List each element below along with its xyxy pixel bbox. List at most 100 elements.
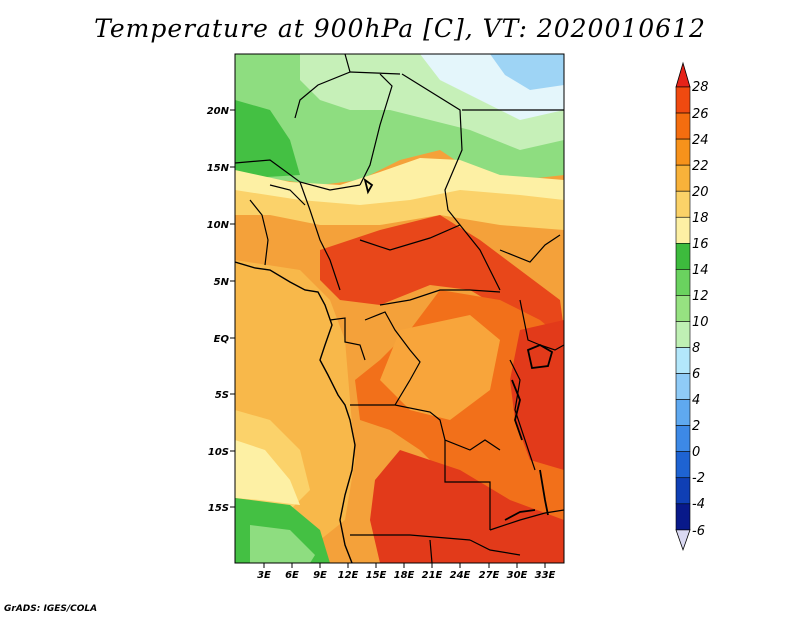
lat-label-20n: 20N bbox=[207, 106, 230, 117]
lat-label-10n: 10N bbox=[207, 220, 230, 231]
colorbar-label: -2 bbox=[692, 471, 705, 486]
lon-axis: 3E 6E 9E 12E 15E 18E 21E 24E 27E 30E 33E bbox=[257, 563, 556, 581]
colorbar-label: 12 bbox=[692, 289, 709, 304]
map-title: Temperature at 900hPa [C], VT: 202001061… bbox=[94, 14, 706, 43]
colorbar-label: 0 bbox=[692, 445, 700, 460]
lon-label-15e: 15E bbox=[366, 570, 387, 581]
colorbar-segment bbox=[675, 112, 691, 140]
lat-label-10s: 10S bbox=[208, 447, 229, 458]
colorbar-label: 28 bbox=[692, 80, 709, 95]
colorbar-label: 22 bbox=[692, 159, 709, 174]
map-frame bbox=[234, 53, 565, 564]
colorbar-labels: 28 26 24 22 20 18 16 14 12 10 8 6 4 2 0 … bbox=[692, 80, 709, 539]
colorbar-top-arrow bbox=[675, 61, 691, 88]
lat-axis: 20N 15N 10N 5N EQ 5S 10S 15S bbox=[207, 106, 235, 514]
colorbar-segment bbox=[675, 190, 691, 218]
lon-label-3e: 3E bbox=[257, 570, 271, 581]
border-nigeria-east bbox=[299, 181, 341, 291]
border-libya-north bbox=[349, 71, 401, 75]
colorbar-label: 26 bbox=[692, 107, 709, 122]
border-lake-east bbox=[509, 359, 536, 471]
colorbar-label: 20 bbox=[692, 185, 709, 200]
colorbar-segment bbox=[675, 86, 691, 114]
lake-chad bbox=[363, 177, 374, 195]
field-southwest-lightgreen bbox=[250, 525, 315, 563]
coastline bbox=[235, 261, 356, 563]
field-southeast-red bbox=[370, 450, 564, 563]
colorbar-segment bbox=[675, 138, 691, 166]
lon-label-21e: 21E bbox=[422, 570, 443, 581]
field-congo-amber bbox=[380, 315, 500, 420]
field-west-green bbox=[235, 100, 300, 178]
colorbar-segment bbox=[675, 295, 691, 322]
field-sahel-yellow bbox=[235, 190, 564, 230]
colorbar-label: 8 bbox=[692, 341, 700, 356]
border-zambia-south bbox=[489, 509, 564, 531]
coastline-west bbox=[235, 261, 356, 563]
lon-label-18e: 18E bbox=[394, 570, 415, 581]
lon-label-33e: 33E bbox=[535, 570, 556, 581]
colorbar-segments bbox=[675, 61, 691, 552]
colorbar-label: 18 bbox=[692, 211, 709, 226]
lakes bbox=[363, 177, 554, 521]
lake-malawi bbox=[539, 469, 549, 516]
border-namibia bbox=[350, 534, 471, 541]
colorbar-label: 24 bbox=[692, 133, 709, 148]
lon-label-9e: 9E bbox=[313, 570, 327, 581]
field-central-red bbox=[320, 215, 564, 330]
lat-label-15n: 15N bbox=[207, 163, 230, 174]
colorbar-segment bbox=[675, 425, 691, 452]
grads-credit: GrADS: IGES/COLA bbox=[4, 604, 98, 614]
lat-label-5s: 5S bbox=[215, 390, 229, 401]
colorbar-label: 14 bbox=[692, 263, 709, 278]
colorbar-label: 10 bbox=[692, 315, 709, 330]
country-borders bbox=[235, 54, 564, 563]
colorbar-segment bbox=[675, 477, 691, 505]
lake-victoria bbox=[526, 343, 554, 369]
lon-label-12e: 12E bbox=[338, 570, 359, 581]
border-car bbox=[359, 224, 501, 291]
colorbar-segment bbox=[675, 451, 691, 479]
lat-label-eq: EQ bbox=[214, 334, 230, 345]
border-chad-sudan bbox=[401, 73, 463, 226]
colorbar-segment bbox=[675, 347, 691, 374]
lon-label-27e: 27E bbox=[479, 570, 500, 581]
lake-kariba bbox=[504, 509, 536, 521]
colorbar-segment bbox=[675, 373, 691, 400]
colorbar-label: 6 bbox=[692, 367, 700, 382]
colorbar-segment bbox=[675, 164, 691, 192]
field-southwest-cream bbox=[235, 440, 300, 505]
colorbar-label: 16 bbox=[692, 237, 709, 252]
border-niger-chad bbox=[359, 73, 393, 186]
border-west-africa bbox=[249, 199, 269, 266]
temperature-field bbox=[235, 54, 564, 563]
border-angola-drc bbox=[350, 404, 501, 451]
border-car-south bbox=[379, 289, 501, 306]
colorbar-segment bbox=[675, 243, 691, 270]
colorbar-segment bbox=[675, 216, 691, 244]
lat-label-15s: 15S bbox=[208, 503, 229, 514]
field-north-blue bbox=[490, 54, 564, 90]
colorbar-segment bbox=[675, 399, 691, 426]
lon-label-30e: 30E bbox=[507, 570, 528, 581]
colorbar-label: 2 bbox=[692, 419, 700, 434]
colorbar-segment bbox=[675, 503, 691, 531]
colorbar: 28 26 24 22 20 18 16 14 12 10 8 6 4 2 0 … bbox=[675, 61, 709, 552]
border-southeast bbox=[469, 539, 521, 556]
lon-label-6e: 6E bbox=[285, 570, 299, 581]
colorbar-label: 4 bbox=[692, 393, 700, 408]
colorbar-label: -6 bbox=[692, 524, 705, 539]
border-south-sudan bbox=[499, 234, 561, 263]
colorbar-label: -4 bbox=[692, 497, 705, 512]
lake-tanganyika bbox=[511, 379, 523, 441]
lat-label-5n: 5N bbox=[214, 277, 230, 288]
border-nigeria-north bbox=[269, 184, 306, 206]
border-congo bbox=[364, 311, 421, 406]
colorbar-segment bbox=[675, 321, 691, 348]
border-angola-zambia bbox=[444, 440, 491, 530]
border-libya-niger bbox=[294, 54, 351, 119]
colorbar-bottom-arrow bbox=[675, 529, 691, 552]
border-gabon bbox=[329, 317, 366, 361]
colorbar-segment bbox=[675, 269, 691, 296]
